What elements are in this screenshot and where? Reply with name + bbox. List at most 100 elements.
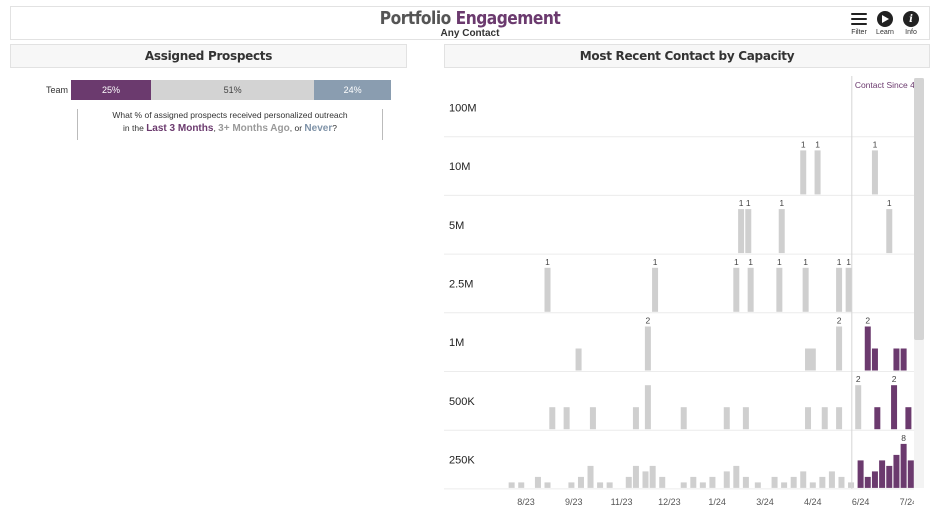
x-tick-label: 3/24 bbox=[756, 497, 774, 507]
bar-250K-27 bbox=[819, 476, 826, 488]
bar-1M-3 bbox=[809, 348, 816, 371]
bar-1M-8 bbox=[900, 348, 907, 371]
row-label-5M: 5M bbox=[449, 220, 464, 232]
bar-500K-13 bbox=[891, 385, 898, 430]
bar-500K-3 bbox=[632, 407, 639, 430]
bar-1M-0 bbox=[575, 348, 582, 371]
bar-1M-5 bbox=[864, 326, 871, 371]
bar-250K-24 bbox=[790, 476, 797, 488]
bar-2.5M-3 bbox=[747, 267, 754, 312]
bar-250K-22 bbox=[771, 476, 778, 488]
scrollbar-thumb[interactable] bbox=[914, 78, 924, 340]
bar-1M-4 bbox=[836, 326, 843, 371]
bar-label: 2 bbox=[646, 316, 651, 326]
row-label-10M: 10M bbox=[449, 161, 470, 173]
bar-250K-18 bbox=[723, 471, 730, 488]
segment-never[interactable]: 24% bbox=[314, 80, 391, 100]
bar-250K-3 bbox=[544, 482, 551, 488]
bar-250K-32 bbox=[864, 476, 871, 488]
info-button[interactable]: i Info bbox=[901, 10, 921, 36]
bar-250K-17 bbox=[709, 476, 716, 488]
bar-250K-1 bbox=[518, 482, 525, 488]
bar-250K-0 bbox=[508, 482, 515, 488]
dashboard-header: Portfolio Engagement Any Contact Filter … bbox=[10, 6, 930, 40]
menu-icon bbox=[850, 10, 868, 28]
bar-label: 2 bbox=[865, 316, 870, 326]
bar-500K-2 bbox=[589, 407, 596, 430]
bar-250K-29 bbox=[838, 476, 845, 488]
bar-250K-13 bbox=[659, 476, 666, 488]
bar-500K-7 bbox=[742, 407, 749, 430]
bar-500K-10 bbox=[836, 407, 843, 430]
bar-label: 8 bbox=[901, 433, 906, 443]
bar-250K-31 bbox=[857, 460, 864, 488]
bar-250K-7 bbox=[597, 482, 604, 488]
bar-2.5M-0 bbox=[544, 267, 551, 312]
bar-label: 1 bbox=[803, 257, 808, 267]
toolbar: Filter Learn i Info bbox=[849, 10, 921, 36]
row-label-500K: 500K bbox=[449, 396, 475, 408]
bar-250K-5 bbox=[577, 476, 584, 488]
bar-label: 1 bbox=[653, 257, 658, 267]
bar-label: 2 bbox=[856, 374, 861, 384]
contact-since-annotation: Contact Since 4/21/24 bbox=[855, 80, 914, 90]
x-tick-label: 11/23 bbox=[611, 497, 633, 507]
x-tick-label: 12/23 bbox=[658, 497, 681, 507]
page-subtitle: Any Contact bbox=[440, 28, 500, 39]
bar-250K-21 bbox=[754, 482, 761, 488]
bar-1M-6 bbox=[871, 348, 878, 371]
bar-label: 2 bbox=[892, 374, 897, 384]
team-row-label: Team bbox=[45, 85, 68, 95]
note-line-2: in the Last 3 Months, 3+ Months Ago, or … bbox=[123, 123, 337, 134]
bar-10M-0 bbox=[800, 150, 807, 195]
learn-button[interactable]: Learn bbox=[875, 10, 895, 36]
bar-250K-30 bbox=[848, 482, 855, 488]
filter-button[interactable]: Filter bbox=[849, 10, 869, 36]
x-tick-label: 4/24 bbox=[804, 497, 822, 507]
prospects-stacked-bar: 25% 51% 24% bbox=[71, 80, 391, 100]
bar-label: 1 bbox=[887, 198, 892, 208]
bar-2.5M-6 bbox=[836, 267, 843, 312]
note-line-1: What % of assigned prospects received pe… bbox=[112, 110, 348, 120]
bar-2.5M-1 bbox=[652, 267, 659, 312]
bar-label: 1 bbox=[837, 257, 842, 267]
bar-250K-19 bbox=[733, 465, 740, 488]
bar-label: 1 bbox=[846, 257, 851, 267]
bar-250K-33 bbox=[871, 471, 878, 488]
recent-contact-title: Most Recent Contact by Capacity bbox=[444, 44, 930, 68]
bar-10M-2 bbox=[871, 150, 878, 195]
bar-1M-2 bbox=[805, 348, 812, 371]
bar-250K-16 bbox=[699, 482, 706, 488]
play-icon bbox=[876, 10, 894, 28]
bar-label: 1 bbox=[777, 257, 782, 267]
x-tick-label: 7/24 bbox=[900, 497, 914, 507]
bar-2.5M-5 bbox=[802, 267, 809, 312]
chart-scrollbar[interactable] bbox=[914, 78, 924, 488]
bar-250K-37 bbox=[900, 443, 907, 488]
bar-250K-10 bbox=[632, 465, 639, 488]
bar-500K-1 bbox=[563, 407, 570, 430]
bar-250K-12 bbox=[649, 465, 656, 488]
bar-500K-4 bbox=[644, 385, 651, 430]
bar-2.5M-4 bbox=[776, 267, 783, 312]
bar-250K-9 bbox=[625, 476, 632, 488]
bar-label: 1 bbox=[801, 139, 806, 149]
bar-label: 1 bbox=[748, 257, 753, 267]
bar-250K-15 bbox=[690, 476, 697, 488]
bar-500K-8 bbox=[805, 407, 812, 430]
bar-500K-14 bbox=[905, 407, 912, 430]
bar-label: 1 bbox=[779, 198, 784, 208]
row-label-1M: 1M bbox=[449, 337, 464, 349]
info-icon: i bbox=[902, 10, 920, 28]
title-part-portfolio: Portfolio bbox=[379, 8, 452, 29]
bar-5M-1 bbox=[745, 209, 752, 254]
bar-5M-0 bbox=[738, 209, 745, 254]
segment-3-plus-months[interactable]: 51% bbox=[151, 80, 315, 100]
bar-500K-12 bbox=[874, 407, 881, 430]
bar-2.5M-2 bbox=[733, 267, 740, 312]
keyword-3-plus-months: 3+ Months Ago bbox=[218, 123, 290, 134]
segment-last-3-months[interactable]: 25% bbox=[71, 80, 151, 100]
bar-250K-2 bbox=[534, 476, 541, 488]
bar-250K-20 bbox=[742, 476, 749, 488]
bar-250K-35 bbox=[886, 465, 893, 488]
